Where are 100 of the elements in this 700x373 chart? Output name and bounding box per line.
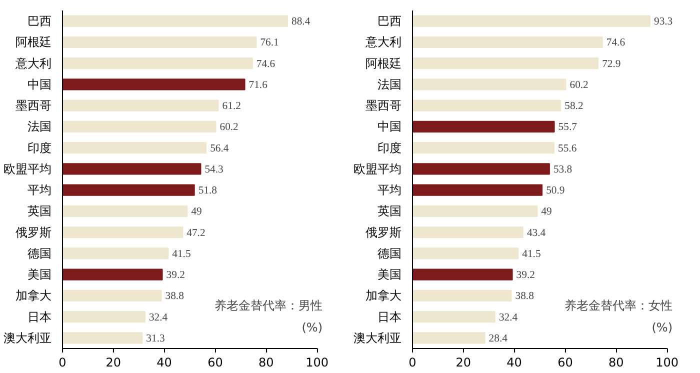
y-tick-label: 中国 [28, 77, 52, 92]
annotation: (%) [652, 320, 672, 334]
bar [62, 58, 253, 70]
y-tick-label: 日本 [28, 310, 52, 324]
y-tick-label: 美国 [378, 268, 402, 282]
bar [62, 184, 195, 196]
data-label: 56.4 [210, 143, 230, 154]
data-label: 49 [191, 206, 202, 218]
y-tick-label: 加拿大 [366, 288, 402, 303]
y-tick-label: 巴西 [378, 14, 402, 28]
bar [412, 268, 513, 280]
data-label: 50.9 [546, 186, 565, 197]
y-tick-label: 阿根廷 [366, 56, 402, 70]
bar [412, 290, 512, 302]
bar [62, 15, 288, 27]
data-label: 54.3 [204, 164, 224, 176]
bar [412, 226, 524, 238]
data-label: 55.7 [558, 122, 578, 134]
y-tick-label: 意大利 [14, 56, 52, 70]
y-tick-label: 巴西 [28, 14, 52, 28]
bar [412, 36, 603, 48]
data-label: 38.8 [165, 291, 184, 302]
y-tick-label: 德国 [28, 246, 52, 260]
x-tick-label: 100 [656, 356, 678, 370]
y-tick-label: 英国 [28, 204, 52, 218]
bar [412, 332, 486, 344]
y-tick-label: 英国 [378, 204, 402, 218]
bar [412, 120, 555, 132]
x-tick-label: 100 [306, 356, 328, 370]
data-label: 60.2 [570, 80, 588, 91]
x-tick-label: 20 [106, 356, 122, 370]
data-label: 51.8 [198, 186, 218, 197]
data-label: 72.9 [602, 58, 621, 70]
data-label: 60.2 [220, 122, 238, 134]
y-tick-label: 俄罗斯 [366, 225, 402, 240]
bar [412, 248, 519, 260]
bar [412, 15, 650, 27]
bar [412, 184, 543, 196]
annotation: 养老金替代率：男性 [214, 298, 322, 312]
y-tick-label: 阿根廷 [16, 35, 52, 50]
bar [62, 248, 169, 260]
y-tick-label: 欧盟平均 [4, 162, 52, 176]
y-tick-label: 加拿大 [16, 288, 52, 303]
bar [412, 142, 555, 154]
x-tick-label: 20 [456, 356, 472, 370]
data-label: 71.6 [248, 80, 268, 91]
x-tick-label: 80 [258, 356, 274, 370]
data-label: 55.6 [558, 143, 578, 154]
bar [62, 332, 143, 344]
data-label: 74.6 [606, 38, 626, 49]
y-tick-label: 印度 [378, 140, 402, 155]
annotation: (%) [302, 320, 322, 334]
x-tick-label: 80 [608, 356, 624, 370]
y-tick-label: 意大利 [364, 35, 402, 50]
bar [412, 58, 599, 70]
bar [62, 163, 202, 175]
data-label: 88.4 [292, 16, 311, 28]
data-label: 61.2 [222, 101, 241, 112]
x-tick-label: 40 [156, 356, 172, 370]
data-label: 41.5 [522, 248, 541, 260]
data-label: 47.2 [186, 228, 206, 239]
data-label: 49 [541, 206, 552, 218]
bar [62, 36, 257, 48]
y-tick-label: 平均 [28, 183, 52, 198]
annotation: 养老金替代率：女性 [564, 298, 672, 312]
bar [412, 205, 538, 217]
bar [62, 226, 184, 238]
data-label: 39.2 [166, 270, 185, 282]
x-tick-label: 40 [506, 356, 522, 370]
bar [62, 311, 146, 323]
data-label: 41.5 [172, 248, 191, 260]
bar [62, 142, 207, 154]
y-tick-label: 平均 [378, 183, 402, 198]
y-tick-label: 墨西哥 [16, 98, 52, 113]
bar [412, 311, 496, 323]
data-label: 38.8 [515, 291, 534, 302]
bar [62, 78, 246, 90]
data-label: 31.3 [146, 333, 165, 344]
data-label: 32.4 [498, 312, 518, 324]
x-tick-label: 0 [58, 356, 66, 370]
data-label: 53.8 [553, 164, 572, 176]
y-tick-label: 法国 [28, 120, 52, 134]
data-label: 93.3 [654, 16, 673, 28]
data-label: 39.2 [516, 270, 535, 282]
bar [62, 268, 163, 280]
data-label: 43.4 [526, 228, 546, 239]
y-tick-label: 印度 [28, 140, 52, 155]
y-tick-label: 中国 [378, 120, 402, 134]
y-tick-label: 法国 [378, 77, 402, 92]
data-label: 76.1 [260, 38, 279, 49]
y-tick-label: 墨西哥 [366, 98, 402, 113]
y-tick-label: 日本 [378, 310, 402, 324]
bar [62, 205, 188, 217]
bar [412, 100, 562, 112]
bar [62, 100, 219, 112]
bar [412, 78, 566, 90]
data-label: 74.6 [256, 58, 276, 70]
bar [412, 163, 550, 175]
y-tick-label: 欧盟平均 [354, 162, 402, 176]
y-tick-label: 德国 [378, 246, 402, 260]
